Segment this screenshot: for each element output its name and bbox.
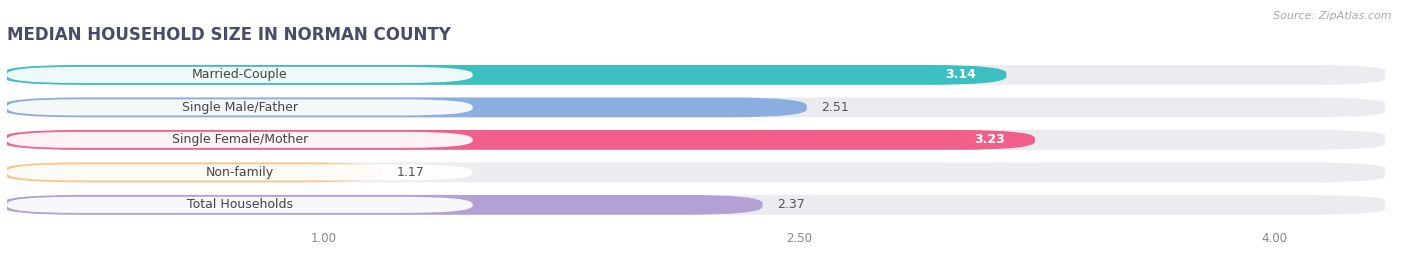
FancyBboxPatch shape [3, 130, 1035, 150]
FancyBboxPatch shape [7, 164, 472, 180]
Text: 3.14: 3.14 [945, 68, 976, 82]
Text: Single Female/Mother: Single Female/Mother [172, 133, 308, 146]
FancyBboxPatch shape [7, 197, 472, 213]
FancyBboxPatch shape [7, 132, 472, 148]
FancyBboxPatch shape [3, 130, 1389, 150]
FancyBboxPatch shape [3, 162, 382, 182]
Text: Single Male/Father: Single Male/Father [181, 101, 298, 114]
FancyBboxPatch shape [3, 195, 1389, 215]
FancyBboxPatch shape [3, 162, 1389, 182]
Text: MEDIAN HOUSEHOLD SIZE IN NORMAN COUNTY: MEDIAN HOUSEHOLD SIZE IN NORMAN COUNTY [7, 26, 451, 44]
Text: Non-family: Non-family [205, 166, 274, 179]
Text: 1.17: 1.17 [396, 166, 425, 179]
FancyBboxPatch shape [3, 65, 1389, 85]
FancyBboxPatch shape [7, 99, 472, 115]
FancyBboxPatch shape [3, 195, 762, 215]
Text: Total Households: Total Households [187, 198, 292, 211]
Text: Source: ZipAtlas.com: Source: ZipAtlas.com [1274, 11, 1392, 21]
FancyBboxPatch shape [7, 67, 472, 83]
FancyBboxPatch shape [3, 97, 1389, 117]
FancyBboxPatch shape [3, 97, 807, 117]
Text: 2.51: 2.51 [821, 101, 849, 114]
FancyBboxPatch shape [3, 65, 1007, 85]
Text: 2.37: 2.37 [776, 198, 804, 211]
Text: 3.23: 3.23 [974, 133, 1005, 146]
Text: Married-Couple: Married-Couple [193, 68, 288, 82]
